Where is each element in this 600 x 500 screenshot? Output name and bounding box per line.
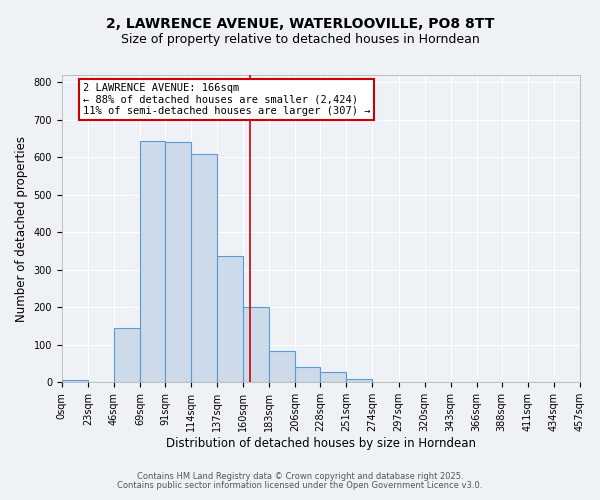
Text: Contains public sector information licensed under the Open Government Licence v3: Contains public sector information licen… bbox=[118, 481, 482, 490]
Bar bbox=[346, 378, 373, 382]
Bar bbox=[217, 256, 243, 382]
Text: Size of property relative to detached houses in Horndean: Size of property relative to detached ho… bbox=[121, 32, 479, 46]
Bar bbox=[295, 366, 320, 382]
Text: Contains HM Land Registry data © Crown copyright and database right 2025.: Contains HM Land Registry data © Crown c… bbox=[137, 472, 463, 481]
X-axis label: Distribution of detached houses by size in Horndean: Distribution of detached houses by size … bbox=[166, 437, 476, 450]
Bar bbox=[191, 154, 217, 382]
Bar bbox=[62, 380, 88, 382]
Bar bbox=[114, 328, 140, 382]
Y-axis label: Number of detached properties: Number of detached properties bbox=[15, 136, 28, 322]
Bar bbox=[243, 308, 269, 382]
Bar bbox=[140, 140, 165, 382]
Bar bbox=[269, 351, 295, 382]
Bar bbox=[165, 142, 191, 382]
Bar bbox=[320, 372, 346, 382]
Text: 2 LAWRENCE AVENUE: 166sqm
← 88% of detached houses are smaller (2,424)
11% of se: 2 LAWRENCE AVENUE: 166sqm ← 88% of detac… bbox=[83, 82, 370, 116]
Text: 2, LAWRENCE AVENUE, WATERLOOVILLE, PO8 8TT: 2, LAWRENCE AVENUE, WATERLOOVILLE, PO8 8… bbox=[106, 18, 494, 32]
